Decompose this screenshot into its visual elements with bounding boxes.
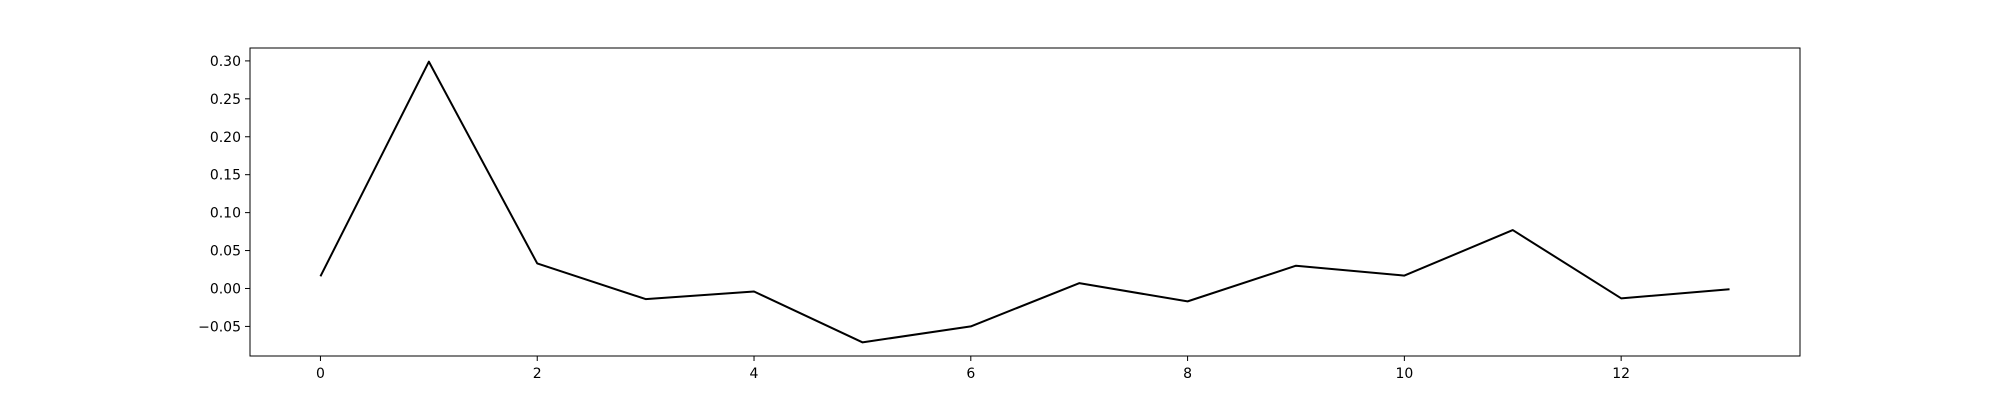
plot-area [319,60,1730,344]
y-tick-label: 0.30 [210,54,241,70]
y-tick-label: 0.10 [210,206,241,222]
y-tick-label: 0.05 [210,244,241,260]
axes-frame [249,47,1801,357]
y-tick-label: 0.00 [210,281,241,297]
x-tick-label: 0 [316,366,325,382]
x-tick-label: 12 [1612,366,1630,382]
y-tick-label: 0.15 [210,168,241,184]
x-tick-label: 6 [966,366,975,382]
y-axis: −0.05 0.00 0.05 0.10 0.15 0.20 0.25 0.30 [198,54,250,335]
x-tick-label: 4 [750,366,759,382]
y-tick-label: −0.05 [198,319,241,335]
y-tick-label: 0.25 [210,92,241,108]
x-tick-label: 10 [1395,366,1413,382]
y-tick-label: 0.20 [210,130,241,146]
x-axis: 0 2 4 6 8 10 12 [316,356,1630,382]
x-tick-label: 8 [1183,366,1192,382]
x-tick-label: 2 [533,366,542,382]
series-line [319,60,1730,344]
